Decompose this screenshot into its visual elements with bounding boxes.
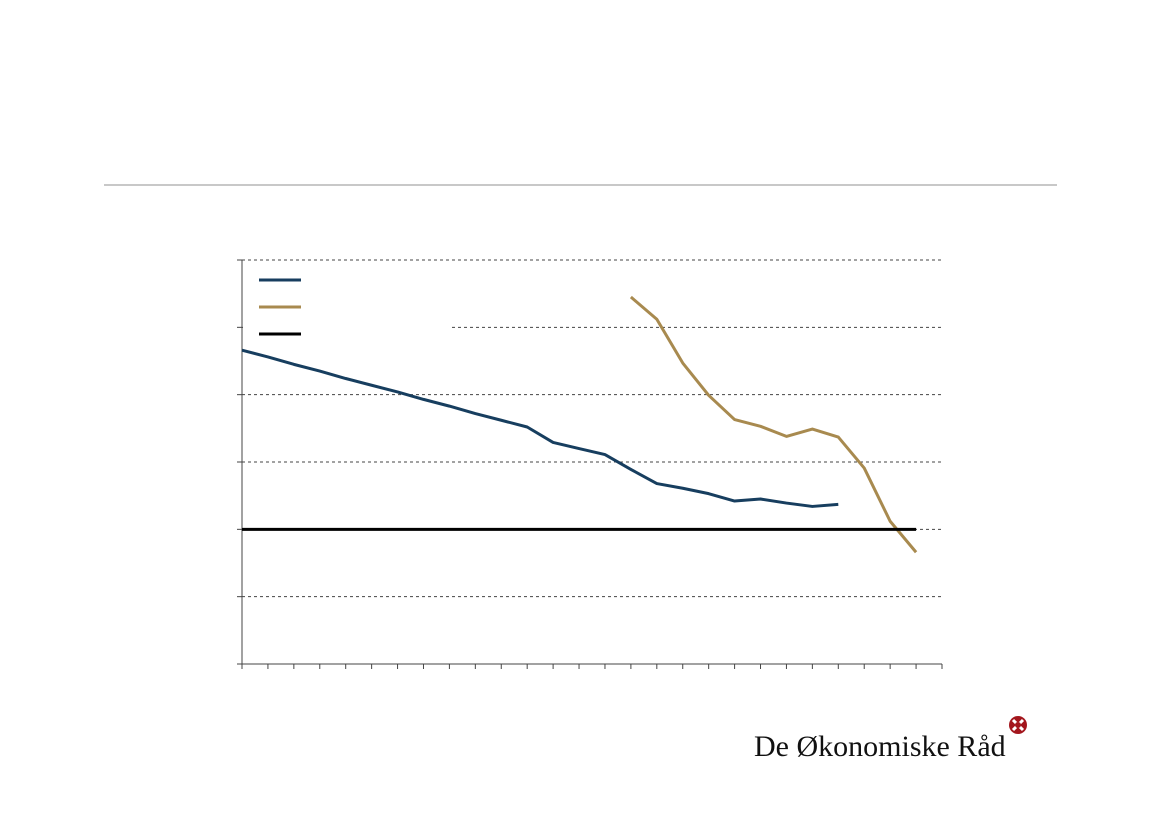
series-line <box>629 295 918 554</box>
legend-box <box>243 263 452 345</box>
plot <box>237 259 943 669</box>
logo-text: De Økonomiske Råd <box>754 730 1006 763</box>
logo-icon <box>1009 716 1027 734</box>
series-line <box>241 348 839 508</box>
